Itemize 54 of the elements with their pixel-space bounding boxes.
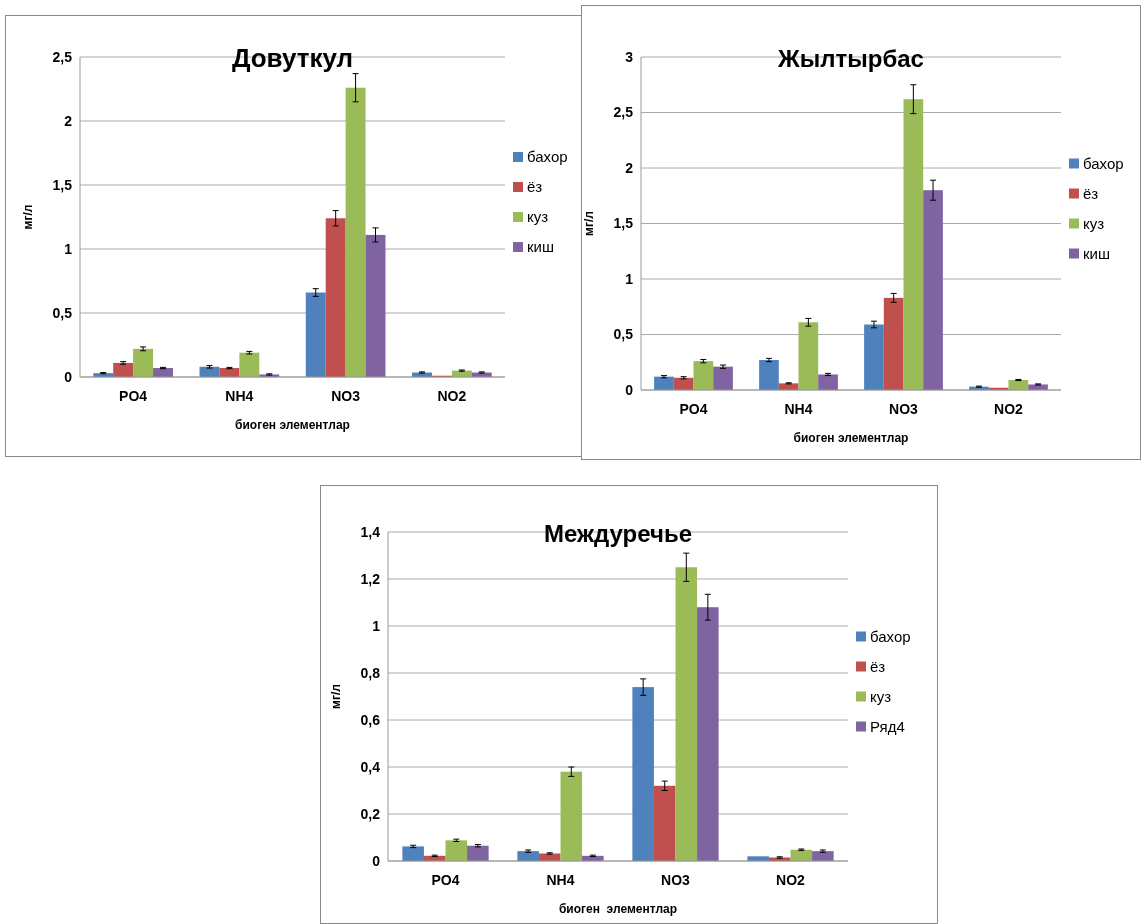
- x-tick-label: NO2: [437, 388, 467, 404]
- y-tick-label: 1,5: [52, 176, 73, 193]
- y-tick-label: 0: [372, 852, 381, 869]
- y-tick-label: 0,8: [360, 664, 381, 681]
- legend-label: киш: [527, 238, 554, 256]
- y-tick-label: 2,5: [52, 48, 73, 65]
- legend-label: бахор: [1083, 154, 1124, 172]
- y-axis-title: мг/л: [21, 204, 35, 230]
- y-tick-label: 0,5: [613, 326, 634, 343]
- y-tick-label: 0,6: [360, 711, 381, 728]
- x-tick-label: PO4: [119, 388, 148, 404]
- y-tick-label: 0: [64, 368, 73, 385]
- y-tick-label: 2: [64, 112, 73, 129]
- chart-title: Междуречье: [543, 520, 693, 547]
- y-tick-label: 1,4: [360, 523, 381, 540]
- legend-label: ёз: [527, 178, 543, 196]
- y-tick-label: 0,4: [360, 758, 381, 775]
- y-tick-label: 2,5: [613, 104, 634, 121]
- y-tick-label: 1,5: [613, 215, 634, 232]
- y-tick-label: 1,2: [360, 570, 381, 587]
- x-axis-title: биоген элементлар: [558, 902, 678, 916]
- chart-title: Жылтырбас: [777, 45, 924, 72]
- x-tick-label: NO3: [331, 388, 361, 404]
- x-tick-label: NH4: [546, 872, 575, 888]
- legend-label: бахор: [870, 627, 911, 645]
- x-tick-label: NH4: [784, 401, 813, 417]
- legend-label: куз: [527, 208, 549, 226]
- x-axis-title: биоген элементлар: [235, 418, 350, 432]
- x-tick-label: PO4: [679, 401, 708, 417]
- legend-label: ёз: [1083, 184, 1099, 202]
- legend-label: киш: [1083, 244, 1110, 262]
- x-axis-title: биоген элементлар: [793, 431, 909, 445]
- x-tick-label: PO4: [431, 872, 460, 888]
- legend-label: куз: [1083, 214, 1105, 232]
- y-tick-label: 0: [625, 381, 634, 398]
- y-axis-title: мг/л: [329, 684, 343, 709]
- y-tick-label: 0,2: [360, 805, 381, 822]
- x-tick-label: NO3: [661, 872, 691, 888]
- chart-title: Довуткул: [231, 43, 354, 73]
- x-tick-label: NO2: [994, 401, 1024, 417]
- x-tick-label: NO3: [889, 401, 919, 417]
- y-tick-label: 0,5: [52, 304, 73, 321]
- y-tick-label: 3: [625, 48, 634, 65]
- legend-label: куз: [870, 687, 892, 705]
- y-axis-title: мг/л: [582, 211, 596, 236]
- y-tick-label: 2: [625, 159, 634, 176]
- legend-label: ёз: [870, 657, 886, 675]
- x-tick-label: NO2: [776, 872, 806, 888]
- y-tick-label: 1: [64, 240, 73, 257]
- y-tick-label: 1: [625, 270, 634, 287]
- legend-label: бахор: [527, 148, 568, 166]
- legend-label: Ряд4: [870, 717, 905, 735]
- y-tick-label: 1: [372, 617, 381, 634]
- x-tick-label: NH4: [225, 388, 254, 404]
